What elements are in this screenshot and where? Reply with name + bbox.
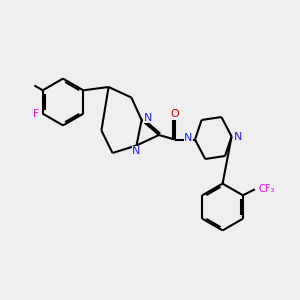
Text: N: N <box>184 133 193 143</box>
Text: N: N <box>144 112 152 123</box>
Text: O: O <box>170 109 179 119</box>
Text: CF₃: CF₃ <box>258 184 274 194</box>
Text: N: N <box>132 146 141 157</box>
Text: F: F <box>33 109 39 119</box>
Text: N: N <box>234 131 242 142</box>
